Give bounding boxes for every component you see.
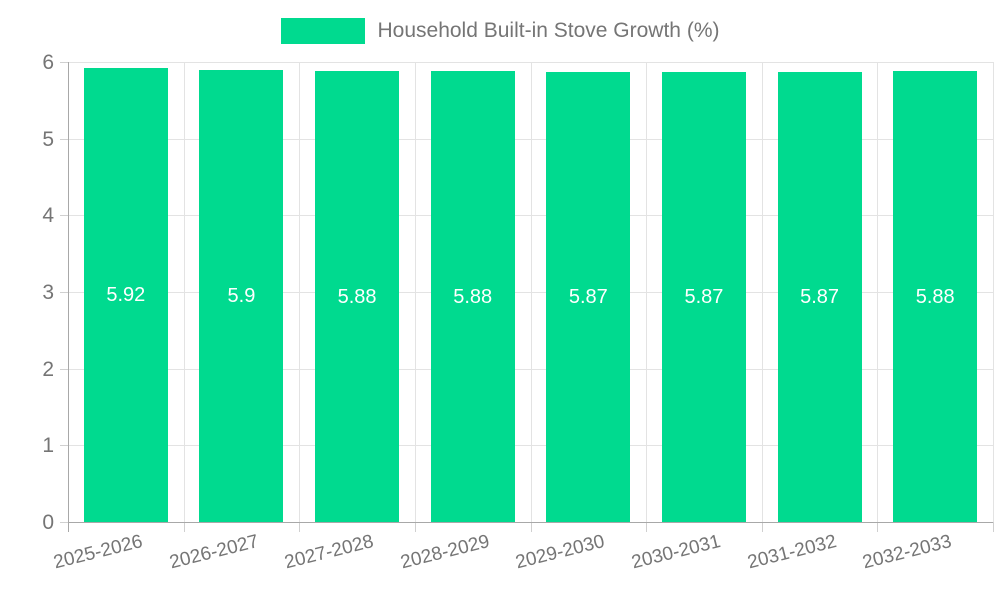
bar — [315, 71, 400, 522]
bar-value-label: 5.88 — [915, 285, 955, 308]
x-axis-tick — [993, 522, 994, 532]
bar-value-label: 5.88 — [337, 285, 377, 308]
gridline-vertical — [183, 62, 185, 522]
bar — [199, 69, 284, 522]
x-axis-tick — [646, 522, 648, 532]
y-axis-label: 1 — [42, 434, 54, 458]
x-axis-label: 2029-2030 — [513, 531, 608, 574]
gridline-vertical — [993, 62, 994, 522]
x-axis-tick — [183, 522, 185, 532]
y-axis-label: 0 — [42, 511, 54, 534]
x-axis-label: 2025-2026 — [51, 531, 145, 574]
y-axis-tick — [60, 445, 68, 447]
gridline-vertical — [646, 62, 648, 522]
bar-value-label: 5.9 — [227, 284, 256, 307]
y-axis-tick — [60, 292, 68, 293]
y-axis-tick — [60, 368, 68, 370]
x-axis-tick — [530, 522, 532, 532]
bar — [661, 71, 746, 522]
x-axis-label: 2026-2027 — [167, 531, 261, 574]
x-axis-tick — [761, 522, 763, 532]
x-axis-label: 2032-2033 — [860, 531, 955, 574]
y-axis-tick — [60, 62, 68, 63]
y-axis-label: 4 — [42, 204, 54, 228]
y-axis-label: 5 — [42, 127, 54, 151]
x-axis-tick — [299, 522, 301, 532]
y-axis-tick — [60, 522, 68, 523]
x-axis-label: 2027-2028 — [282, 531, 376, 574]
x-axis-label: 2028-2029 — [398, 531, 492, 574]
bar — [430, 71, 515, 522]
x-axis-label: 2030-2031 — [629, 531, 723, 574]
gridline-vertical — [299, 62, 301, 522]
y-axis-label: 6 — [42, 51, 54, 74]
y-axis-tick — [60, 215, 68, 217]
bar — [546, 71, 631, 522]
y-axis-tick — [60, 138, 68, 140]
x-axis-label: 2031-2032 — [745, 531, 839, 574]
legend[interactable]: Household Built-in Stove Growth (%) — [0, 18, 1000, 44]
gridline-vertical — [530, 62, 532, 522]
y-axis-label: 2 — [42, 357, 54, 381]
legend-label: Household Built-in Stove Growth (%) — [377, 19, 720, 42]
bar — [893, 71, 978, 522]
bar-value-label: 5.87 — [568, 285, 608, 308]
bar-value-label: 5.87 — [800, 285, 840, 308]
bar-value-label: 5.92 — [106, 284, 146, 307]
x-axis-tick — [877, 522, 879, 532]
bar-value-label: 5.88 — [453, 285, 493, 308]
bar — [83, 68, 168, 522]
x-axis-line — [68, 522, 993, 523]
gridline-vertical — [877, 62, 879, 522]
legend-swatch — [280, 18, 365, 44]
bar — [777, 71, 862, 522]
gridline-vertical — [761, 62, 763, 522]
x-axis-tick — [414, 522, 416, 532]
bar-value-label: 5.87 — [684, 285, 724, 308]
y-axis-label: 3 — [42, 281, 54, 304]
gridline-vertical — [414, 62, 416, 522]
y-axis-line — [68, 62, 69, 532]
